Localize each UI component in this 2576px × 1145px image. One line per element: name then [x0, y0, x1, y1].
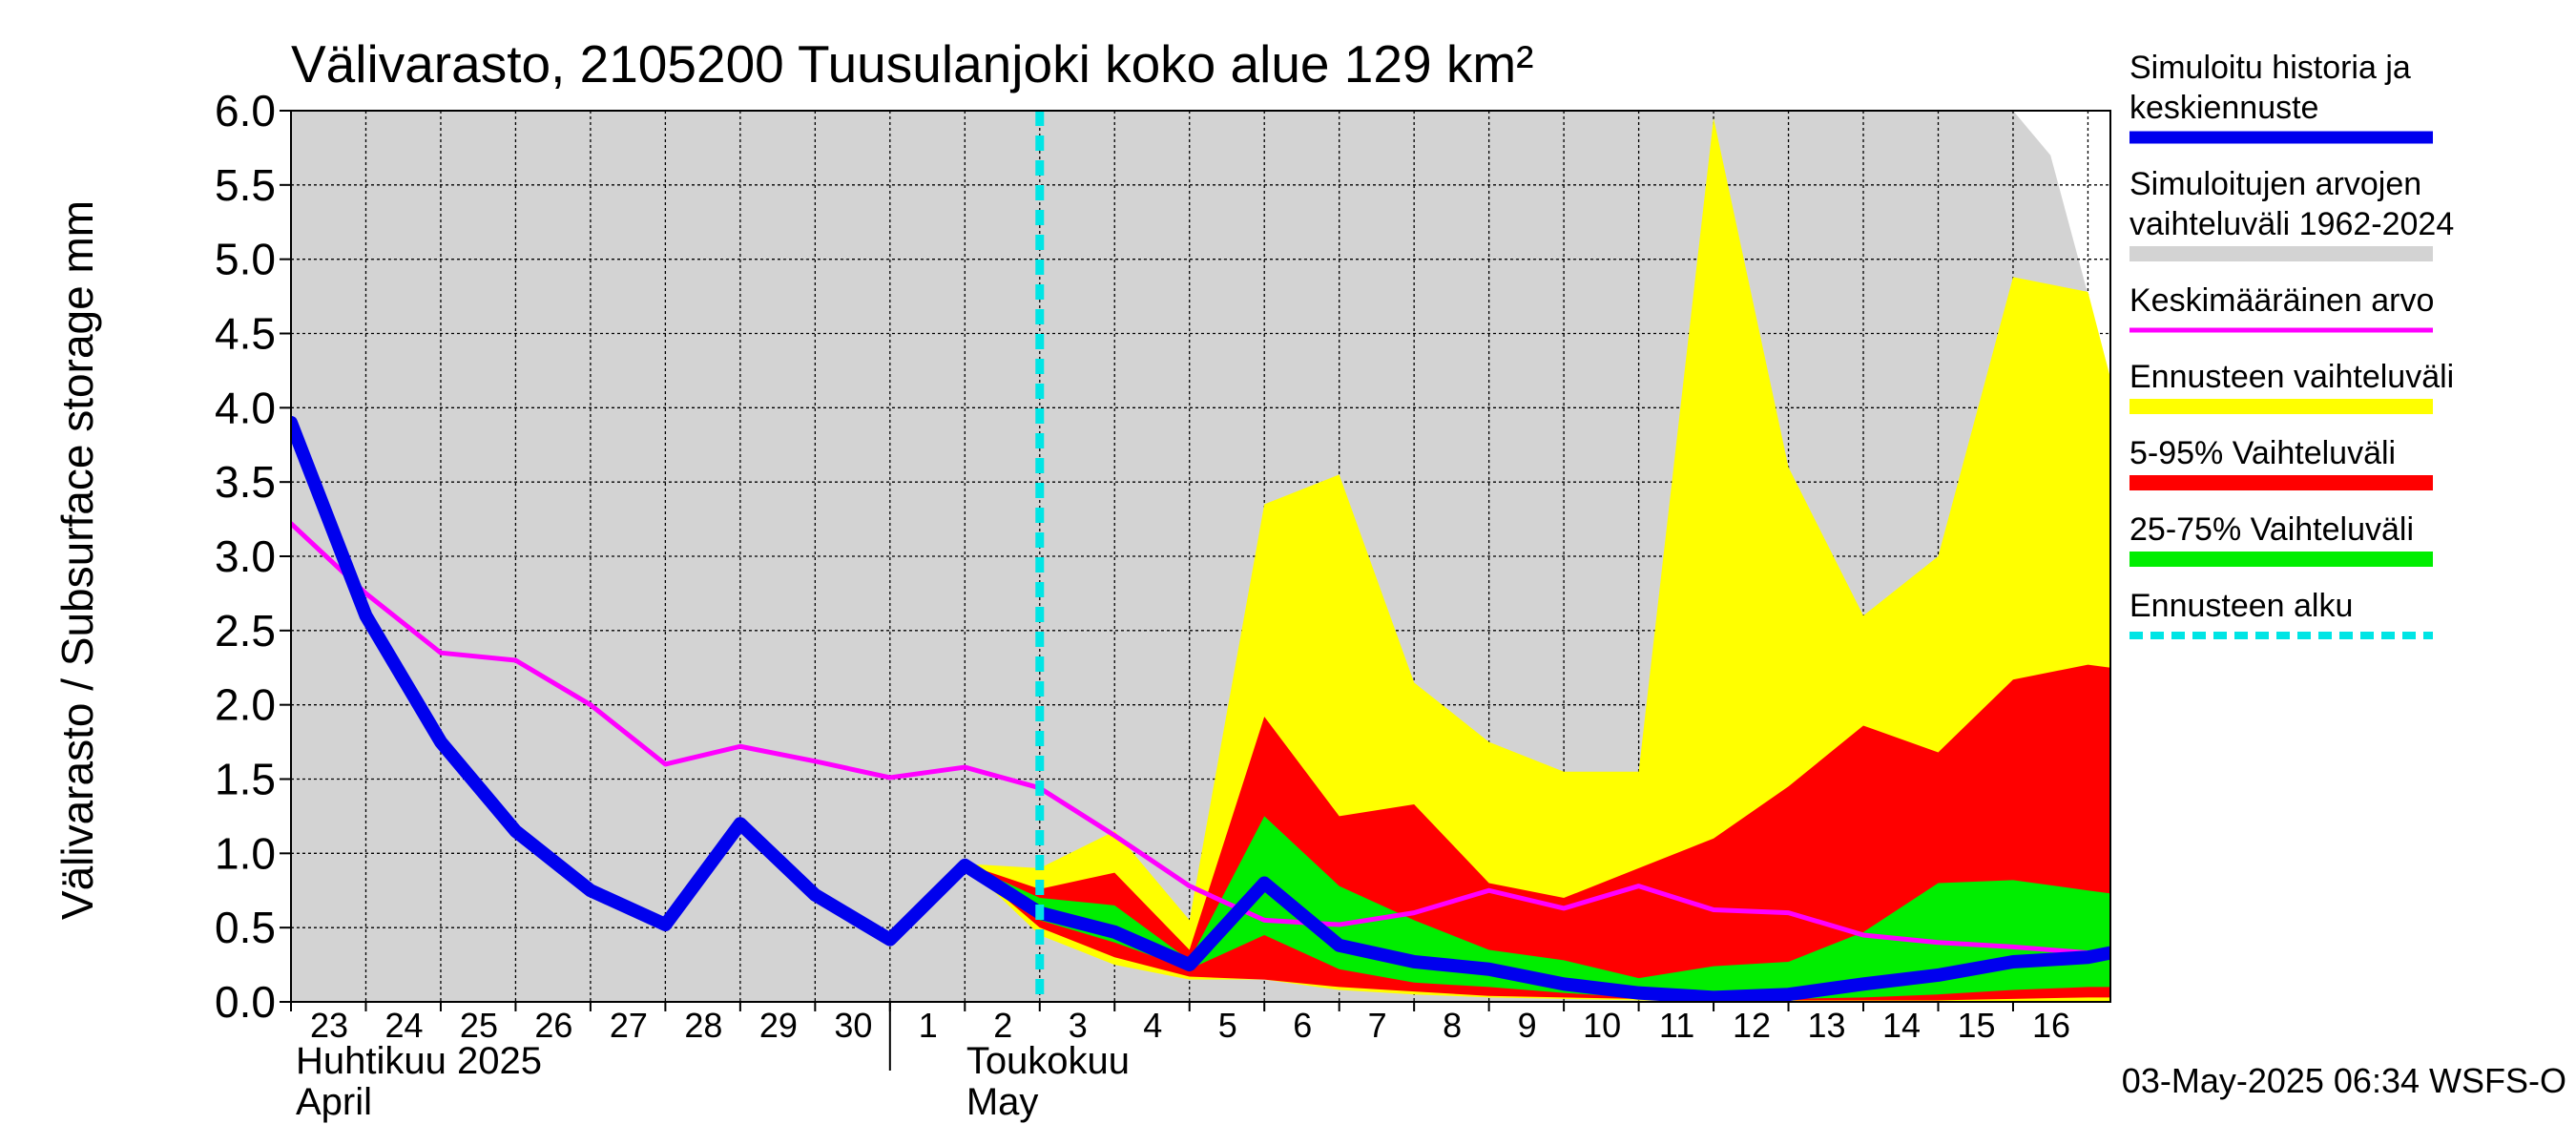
chart-title: Välivarasto, 2105200 Tuusulanjoki koko a…: [291, 34, 1533, 94]
y-axis-label: Välivarasto / Subsurface storage mm: [52, 200, 102, 920]
y-tick-label: 3.5: [215, 457, 276, 507]
x-tick-label: 4: [1143, 1006, 1162, 1045]
x-tick-label: 5: [1218, 1006, 1237, 1045]
month-label-fi: Huhtikuu 2025: [296, 1040, 542, 1082]
y-tick-label: 4.0: [215, 383, 276, 432]
y-tick-label: 1.5: [215, 755, 276, 804]
legend-label: Ennusteen alku: [2129, 588, 2353, 624]
timestamp-label: 03-May-2025 06:34 WSFS-O: [2122, 1061, 2566, 1100]
legend-label: 25-75% Vaihteluväli: [2129, 511, 2414, 548]
x-tick-label: 29: [759, 1006, 798, 1045]
y-tick-label: 0.0: [215, 977, 276, 1027]
y-tick-label: 4.5: [215, 309, 276, 359]
x-tick-label: 11: [1659, 1006, 1694, 1045]
y-tick-label: 6.0: [215, 86, 276, 135]
x-tick-label: 28: [684, 1006, 722, 1045]
legend-label: Ennusteen vaihteluväli: [2129, 359, 2454, 395]
x-tick-label: 27: [610, 1006, 648, 1045]
y-tick-label: 1.0: [215, 828, 276, 878]
legend: Simuloitu historia ja keskiennuste Simuloi…: [2129, 50, 2454, 639]
x-tick-label: 7: [1368, 1006, 1387, 1045]
plot-area: [291, 111, 2110, 1002]
plot-content: [291, 111, 2110, 1002]
month-label-en: May: [966, 1081, 1039, 1123]
legend-label: keskiennuste: [2129, 90, 2318, 126]
x-tick-label: 3: [1069, 1006, 1088, 1045]
month-label-en: April: [296, 1081, 372, 1123]
x-tick-label: 13: [1808, 1006, 1846, 1045]
legend-label: Keskimääräinen arvo: [2129, 282, 2434, 319]
x-tick-label: 26: [534, 1006, 572, 1045]
y-tick-label: 3.0: [215, 531, 276, 581]
x-tick-label: 6: [1293, 1006, 1312, 1045]
x-tick-label: 10: [1583, 1006, 1621, 1045]
legend-label: 5-95% Vaihteluväli: [2129, 435, 2396, 471]
x-tick-label: 14: [1882, 1006, 1921, 1045]
p25-75-band: [965, 816, 2110, 999]
x-tick-label: 15: [1957, 1006, 1995, 1045]
y-tick-label: 5.0: [215, 235, 276, 284]
x-tick-label: 2: [993, 1006, 1012, 1045]
x-tick-label: 23: [310, 1006, 348, 1045]
y-tick-label: 2.5: [215, 606, 276, 656]
axes: 0.0 0.5 1.0 1.5 2.0 2.5 3.0 3.5 4.0 4.5 5.0 5.5 6.0 2…: [215, 86, 2111, 1123]
x-tick-label: 1: [919, 1006, 938, 1045]
x-tick-label: 8: [1443, 1006, 1462, 1045]
x-tick-label: 25: [460, 1006, 498, 1045]
x-tick-label: 16: [2032, 1006, 2070, 1045]
y-tick-label: 0.5: [215, 903, 276, 952]
y-tick-label: 5.5: [215, 160, 276, 210]
legend-label: Simuloitujen arvojen: [2129, 166, 2421, 202]
mean-line: [291, 521, 2110, 960]
x-tick-label: 9: [1518, 1006, 1537, 1045]
legend-label: vaihteluväli 1962-2024: [2129, 206, 2454, 242]
sim-line: [291, 415, 2110, 1002]
x-tick-label: 12: [1733, 1006, 1771, 1045]
legend-label: Simuloitu historia ja: [2129, 50, 2411, 86]
y-tick-label: 2.0: [215, 680, 276, 730]
x-tick-label: 30: [834, 1006, 872, 1045]
month-label-fi: Toukokuu: [966, 1040, 1130, 1082]
x-tick-label: 24: [384, 1006, 423, 1045]
